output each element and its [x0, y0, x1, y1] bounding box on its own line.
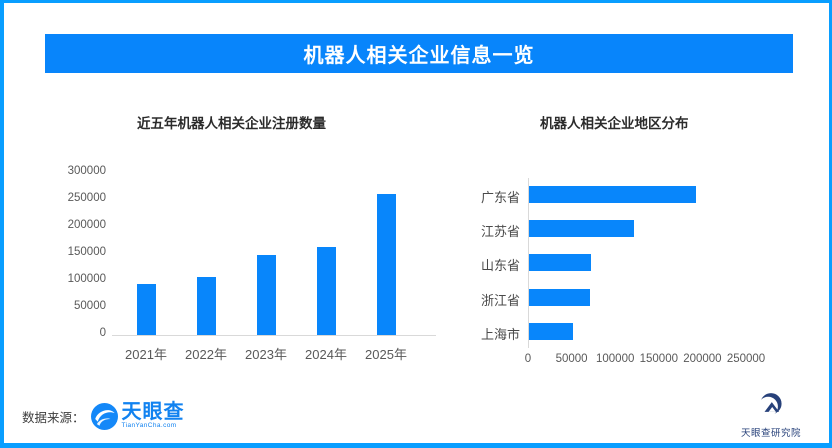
- x-tick-label: 0: [524, 353, 532, 365]
- registration-chart-title: 近五年机器人相关企业注册数量: [137, 116, 326, 131]
- page-title-banner: 机器人相关企业信息一览: [45, 34, 793, 73]
- y-tick-label: 50000: [74, 300, 106, 312]
- x-tick-label: 50000: [555, 353, 588, 365]
- page-title: 机器人相关企业信息一览: [303, 45, 535, 67]
- research-institute-name: 天眼查研究院: [740, 428, 801, 439]
- research-institute-icon: [758, 393, 782, 417]
- x-category-label: 2022年: [185, 347, 227, 362]
- x-category-label: 2024年: [305, 347, 347, 362]
- bar-山东省: [529, 254, 591, 272]
- bar-浙江省: [529, 288, 591, 306]
- x-category-label: 2023年: [245, 347, 287, 362]
- x-tick-label: 150000: [639, 353, 678, 365]
- x-category-label: 2025年: [365, 347, 407, 362]
- tianyancha-logo: 天眼查 TianYanCha.com: [90, 402, 185, 430]
- bar-2025年: [376, 194, 396, 335]
- x-category-label: 2021年: [125, 347, 167, 362]
- bar-上海市: [529, 322, 573, 340]
- tianyancha-logo-text-group: 天眼查 TianYanCha.com: [122, 402, 185, 430]
- bar-广东省: [529, 186, 696, 203]
- x-tick-label: 250000: [726, 353, 766, 365]
- category-label: 浙江省: [480, 292, 520, 308]
- y-axis-line: [528, 178, 529, 348]
- tianyancha-logo-name: 天眼查: [121, 401, 185, 424]
- category-label: 江苏省: [480, 224, 520, 240]
- data-source: 数据来源： 天眼查 TianYanCha.com: [22, 398, 185, 434]
- x-axis-line: [112, 335, 436, 336]
- tianyancha-logo-domain: TianYanCha.com: [121, 422, 177, 430]
- bar-江苏省: [529, 220, 634, 238]
- y-tick-label: 150000: [67, 246, 106, 258]
- research-institute-logo: 天眼查研究院: [726, 391, 816, 439]
- x-tick-label: 100000: [596, 353, 635, 365]
- category-label: 山东省: [480, 258, 520, 274]
- x-tick-label: 200000: [683, 353, 722, 365]
- bar-2024年: [316, 246, 336, 335]
- category-label: 广东省: [480, 190, 520, 205]
- region-chart-title: 机器人相关企业地区分布: [540, 116, 689, 131]
- y-tick-label: 100000: [67, 273, 106, 285]
- category-label: 上海市: [480, 326, 520, 342]
- y-tick-label: 0: [99, 327, 106, 339]
- y-tick-label: 200000: [67, 219, 106, 231]
- y-tick-label: 250000: [67, 192, 106, 204]
- y-tick-label: 300000: [67, 165, 106, 177]
- bar-2022年: [196, 277, 216, 335]
- bar-2021年: [136, 283, 156, 335]
- data-source-label: 数据来源：: [22, 410, 85, 425]
- tianyancha-logo-icon: [90, 402, 118, 430]
- bar-2023年: [256, 255, 276, 335]
